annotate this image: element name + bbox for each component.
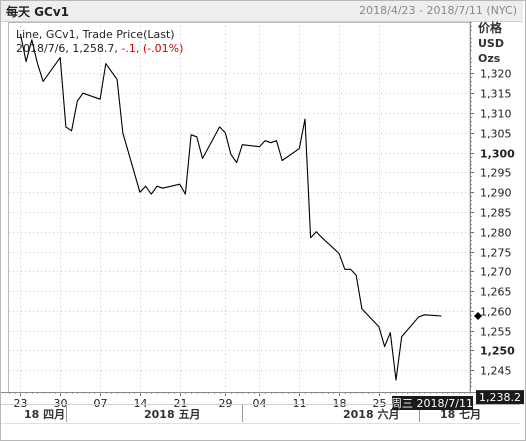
x-tick-label: 04	[253, 397, 267, 410]
y-tick-label: 1,290	[480, 187, 512, 200]
plot-border	[8, 22, 471, 393]
legend-change: -.1,	[121, 42, 139, 55]
x-tick-label: 23	[14, 397, 28, 410]
y-tick-label: 1,320	[480, 68, 512, 81]
y-tick-label: 1,260	[480, 306, 512, 319]
chart-title: 每天 GCv1	[6, 5, 70, 19]
series-layer	[19, 33, 482, 381]
y-axis-header-unit: Ozs	[478, 52, 501, 65]
price-line	[19, 33, 442, 381]
legend-series-label: Line, GCv1, Trade Price(Last)	[16, 28, 175, 41]
cursor-price-box	[476, 390, 524, 405]
y-tick-label: 1,305	[480, 128, 512, 141]
x-axis: 23 30 07 14 21 29 04 11 18 25 18 四月 2018 五月 2018 六月 1…	[1, 392, 520, 424]
y-tick-label: 1,295	[480, 167, 512, 180]
y-tick-label: 1,315	[480, 88, 512, 101]
y-axis-header-currency: USD	[478, 37, 504, 50]
y-tick-label: 1,275	[480, 247, 512, 260]
date-range-label: 2018/4/23 - 2018/7/11 (NYC)	[359, 4, 517, 17]
x-tick-label: 21	[174, 397, 188, 410]
y-tick-label: 1,300	[480, 148, 515, 161]
y-axis: 1,245 1,250 1,255 1,260 1,265 1,270 1,275 1,280…	[470, 22, 515, 392]
cursor-date-box	[392, 396, 473, 410]
y-tick-label: 1,255	[480, 326, 512, 339]
x-tick-label: 18	[333, 397, 347, 410]
y-tick-label: 1,280	[480, 227, 512, 240]
y-axis-header-price: 价格	[478, 20, 503, 35]
x-tick-label: 14	[134, 397, 148, 410]
legend-last-value: 2018/7/6, 1,258.7, -.1, (-.01%)	[16, 42, 183, 55]
title-bar: 每天 GCv1 2018/4/23 - 2018/7/11 (NYC)	[1, 1, 523, 22]
y-tick-label: 1,285	[480, 207, 512, 220]
month-label: 2018 六月	[343, 407, 399, 421]
legend: Line, GCv1, Trade Price(Last) 2018/7/6, …	[16, 28, 183, 55]
month-label: 18 四月	[24, 408, 65, 421]
y-axis-header: 价格 USD Ozs	[478, 20, 504, 65]
cursor-price-label: 1,238.2	[479, 391, 521, 404]
month-label: 2018 五月	[144, 408, 200, 421]
legend-last-prefix: 2018/7/6, 1,258.7,	[16, 42, 118, 55]
cursor-layer: 1,238.2 周三 2018/7/11	[391, 390, 524, 410]
y-tick-label: 1,310	[480, 108, 512, 121]
x-tick-label: 11	[293, 397, 307, 410]
y-tick-label: 1,245	[480, 365, 512, 378]
y-tick-label: 1,250	[480, 345, 515, 358]
month-label: 18 七月	[440, 407, 481, 421]
last-value-marker	[474, 312, 482, 321]
x-tick-label: 29	[219, 397, 233, 410]
y-tick-label: 1,270	[480, 266, 512, 279]
x-tick-label: 25	[373, 397, 387, 410]
y-tick-label: 1,265	[480, 286, 512, 299]
x-tick-label: 07	[94, 397, 108, 410]
cursor-date-label: 周三 2018/7/11	[391, 397, 473, 410]
legend-change-pct: (-.01%)	[143, 42, 184, 55]
grid	[9, 22, 470, 392]
x-tick-label: 30	[54, 397, 68, 410]
